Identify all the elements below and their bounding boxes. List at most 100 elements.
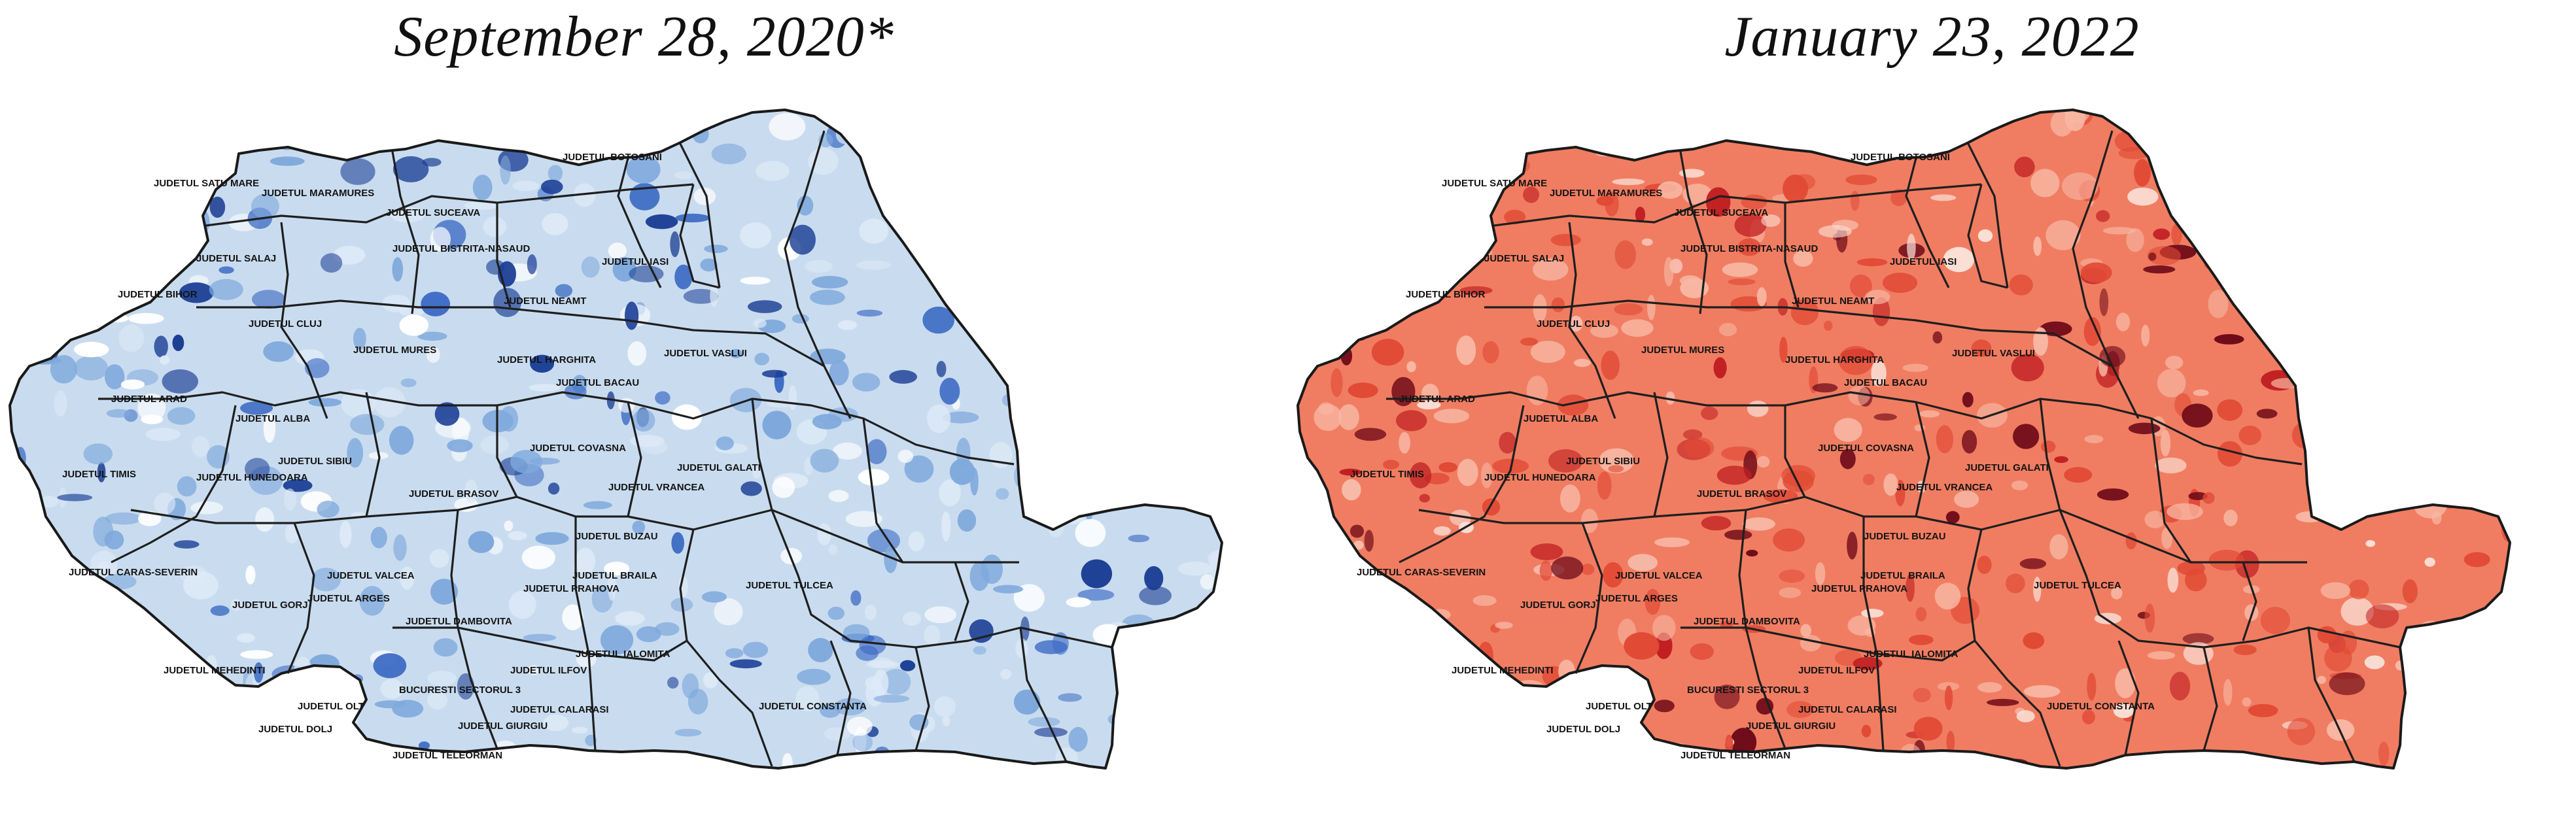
municipality-patch — [747, 300, 782, 313]
county-label: JUDETUL CALARASI — [510, 704, 609, 715]
municipality-patch — [884, 545, 897, 573]
municipality-patch — [1174, 135, 1190, 143]
municipality-patch — [1834, 418, 1862, 442]
municipality-patch — [924, 606, 956, 624]
municipality-patch — [1011, 369, 1030, 394]
municipality-patch — [54, 390, 67, 417]
country-outline — [9, 109, 1223, 770]
county-label: JUDETUL BISTRITA-NASAUD — [1680, 243, 1818, 254]
municipality-patch — [1442, 145, 1459, 163]
municipality-patch — [795, 685, 820, 711]
municipality-patch — [1058, 693, 1082, 702]
municipality-patch — [255, 507, 275, 532]
county-label: JUDETUL TELEORMAN — [392, 750, 502, 761]
municipality-patch — [805, 260, 833, 273]
municipality-patch — [993, 585, 1024, 594]
municipality-patch — [2217, 399, 2243, 421]
municipality-patch — [711, 143, 747, 165]
municipality-patch — [1906, 573, 1915, 602]
municipality-patch — [1654, 700, 1675, 713]
municipality-patch — [2019, 558, 2047, 569]
municipality-patch — [2346, 110, 2364, 129]
county-border — [1862, 517, 1885, 751]
municipality-patch — [543, 714, 569, 732]
municipality-patch — [1825, 120, 1847, 141]
municipality-patch — [1100, 156, 1132, 177]
municipality-patch — [2208, 549, 2245, 571]
municipality-patch — [152, 201, 174, 219]
municipality-patch — [1419, 494, 1430, 503]
municipality-patch — [1399, 432, 1410, 454]
municipality-patch — [123, 248, 133, 265]
municipality-patch — [693, 188, 716, 205]
municipality-patch — [1331, 368, 1343, 398]
municipality-patch — [1389, 738, 1423, 749]
municipality-patch — [1364, 530, 1374, 552]
municipality-patch — [1037, 338, 1068, 355]
municipality-patch — [151, 666, 164, 690]
municipality-patch — [430, 549, 449, 568]
municipality-patch — [2209, 252, 2243, 269]
municipality-patch — [1002, 141, 1032, 158]
municipality-patch — [1861, 609, 1884, 618]
municipality-patch — [2308, 138, 2319, 162]
municipality-patch — [2256, 409, 2278, 419]
municipality-patch — [2461, 649, 2492, 673]
municipality-patch — [729, 659, 762, 669]
municipality-patch — [740, 481, 762, 496]
municipality-patch — [1162, 345, 1173, 373]
municipality-patch — [2421, 292, 2445, 303]
municipality-patch — [472, 175, 493, 201]
county-label: JUDETUL GALATI — [677, 462, 761, 473]
county-border — [2072, 130, 2140, 419]
municipality-patch — [2301, 133, 2325, 158]
municipality-patch — [1569, 316, 1583, 332]
municipality-patch — [714, 598, 743, 626]
municipality-patch — [941, 511, 951, 542]
municipality-patch — [433, 638, 458, 657]
municipality-patch — [370, 526, 387, 549]
county-label: JUDETUL IASI — [1890, 256, 1957, 267]
county-label: JUDETUL NEAMT — [504, 296, 586, 307]
municipality-patch — [1720, 620, 1733, 629]
county-border — [679, 529, 773, 767]
municipality-patch — [2437, 435, 2466, 443]
municipality-patch — [464, 201, 499, 211]
municipality-patch — [1085, 209, 1109, 224]
county-border — [1784, 405, 1806, 498]
municipality-patch — [996, 488, 1009, 500]
municipality-patch — [700, 258, 718, 272]
municipality-patch — [2440, 460, 2458, 484]
municipality-patch — [237, 111, 264, 123]
map-title: January 23, 2022 — [1724, 5, 2140, 69]
municipality-patch — [392, 700, 424, 718]
county-border — [617, 158, 662, 288]
municipality-patch — [1044, 382, 1058, 412]
municipality-patch — [1049, 360, 1063, 381]
municipality-patch — [2424, 414, 2435, 441]
municipality-patch — [2424, 364, 2443, 384]
municipality-patch — [1730, 728, 1757, 757]
municipality-patch — [1159, 265, 1183, 290]
municipality-patch — [1429, 651, 1451, 667]
municipality-patch — [1856, 258, 1888, 267]
municipality-patch — [675, 213, 710, 223]
municipality-patch — [1779, 569, 1805, 583]
municipality-patch — [428, 110, 437, 121]
municipality-patch — [1919, 410, 1940, 418]
municipality-patch — [1883, 473, 1898, 496]
municipality-patch — [1128, 534, 1150, 543]
municipality-patch — [958, 206, 975, 214]
municipality-patch — [808, 637, 833, 663]
municipality-patch — [2023, 632, 2045, 649]
municipality-patch — [1396, 110, 1427, 126]
municipality-patch — [128, 313, 164, 324]
county-border — [1967, 529, 2061, 767]
municipality-patch — [2167, 568, 2179, 593]
municipality-patch — [245, 565, 256, 585]
municipality-patch — [2127, 188, 2159, 206]
municipality-patch — [1838, 346, 1873, 375]
municipality-patch — [884, 175, 922, 186]
municipality-patch — [2167, 503, 2203, 520]
municipality-patch — [1101, 388, 1134, 407]
